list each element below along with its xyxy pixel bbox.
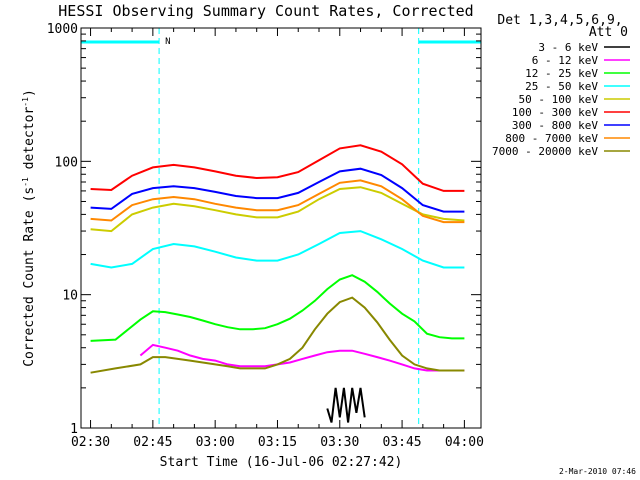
plot-frame bbox=[80, 27, 482, 429]
legend-entry-5: 100 - 300 keV bbox=[512, 106, 598, 119]
x-tick-label-4: 03:30 bbox=[320, 435, 359, 450]
series-line-3 bbox=[90, 230, 465, 269]
y-axis-label-part3: ) bbox=[22, 89, 37, 97]
series-line-1 bbox=[139, 343, 465, 372]
y-tick-label-1: 10 bbox=[62, 289, 78, 304]
legend-header-line1: Det 1,3,4,5,6,9, bbox=[497, 13, 622, 28]
legend-entry-6: 300 - 800 keV bbox=[512, 119, 598, 132]
series-line-0 bbox=[326, 387, 366, 423]
x-tick-label-0: 02:30 bbox=[71, 435, 110, 450]
night-marker-label: N bbox=[165, 37, 170, 47]
legend-entry-0: 3 - 6 keV bbox=[538, 41, 598, 54]
legend-entry-2: 12 - 25 keV bbox=[525, 67, 598, 80]
series-line-7 bbox=[90, 179, 465, 224]
y-axis-label: Corrected Count Rate (s-1 detector-1) bbox=[21, 89, 37, 367]
x-tick-label-3: 03:15 bbox=[258, 435, 297, 450]
series-lines bbox=[90, 144, 465, 423]
series-line-5 bbox=[90, 144, 465, 192]
x-tick-label-1: 02:45 bbox=[133, 435, 172, 450]
series-line-4 bbox=[90, 186, 465, 233]
x-tick-label-5: 03:45 bbox=[383, 435, 422, 450]
x-axis-ticks: 02:30 02:45 03:00 03:15 03:30 03:45 04:00 bbox=[71, 28, 484, 450]
series-line-2 bbox=[90, 274, 465, 342]
legend-entry-1: 6 - 12 keV bbox=[532, 54, 599, 67]
y-axis-label-part1: Corrected Count Rate (s bbox=[22, 187, 37, 367]
y-axis-label-part2: detector bbox=[22, 107, 37, 178]
chart-title: HESSI Observing Summary Count Rates, Cor… bbox=[58, 2, 473, 20]
series-line-6 bbox=[90, 167, 465, 213]
legend-entry-7: 800 - 7000 keV bbox=[505, 132, 598, 145]
legend-header-line2: Att 0 bbox=[589, 25, 628, 40]
legend-entry-3: 25 - 50 keV bbox=[525, 80, 598, 93]
x-axis-label: Start Time (16-Jul-06 02:27:42) bbox=[160, 455, 403, 470]
legend-entry-8: 7000 - 20000 keV bbox=[492, 145, 598, 158]
x-tick-label-6: 04:00 bbox=[445, 435, 484, 450]
night-markers: N bbox=[81, 28, 481, 428]
y-tick-label-3: 1000 bbox=[47, 22, 78, 37]
y-tick-label-2: 100 bbox=[55, 155, 78, 170]
y-axis-label-sup1: -1 bbox=[21, 177, 30, 187]
y-tick-label-0: 1 bbox=[70, 422, 78, 437]
y-axis-ticks: 1 10 100 1000 bbox=[47, 22, 481, 437]
legend-entry-4: 50 - 100 keV bbox=[519, 93, 599, 106]
x-tick-label-2: 03:00 bbox=[196, 435, 235, 450]
y-axis-label-sup2: -1 bbox=[21, 97, 30, 107]
series-line-8 bbox=[90, 296, 465, 374]
footer-timestamp: 2-Mar-2010 07:46 bbox=[559, 467, 636, 476]
